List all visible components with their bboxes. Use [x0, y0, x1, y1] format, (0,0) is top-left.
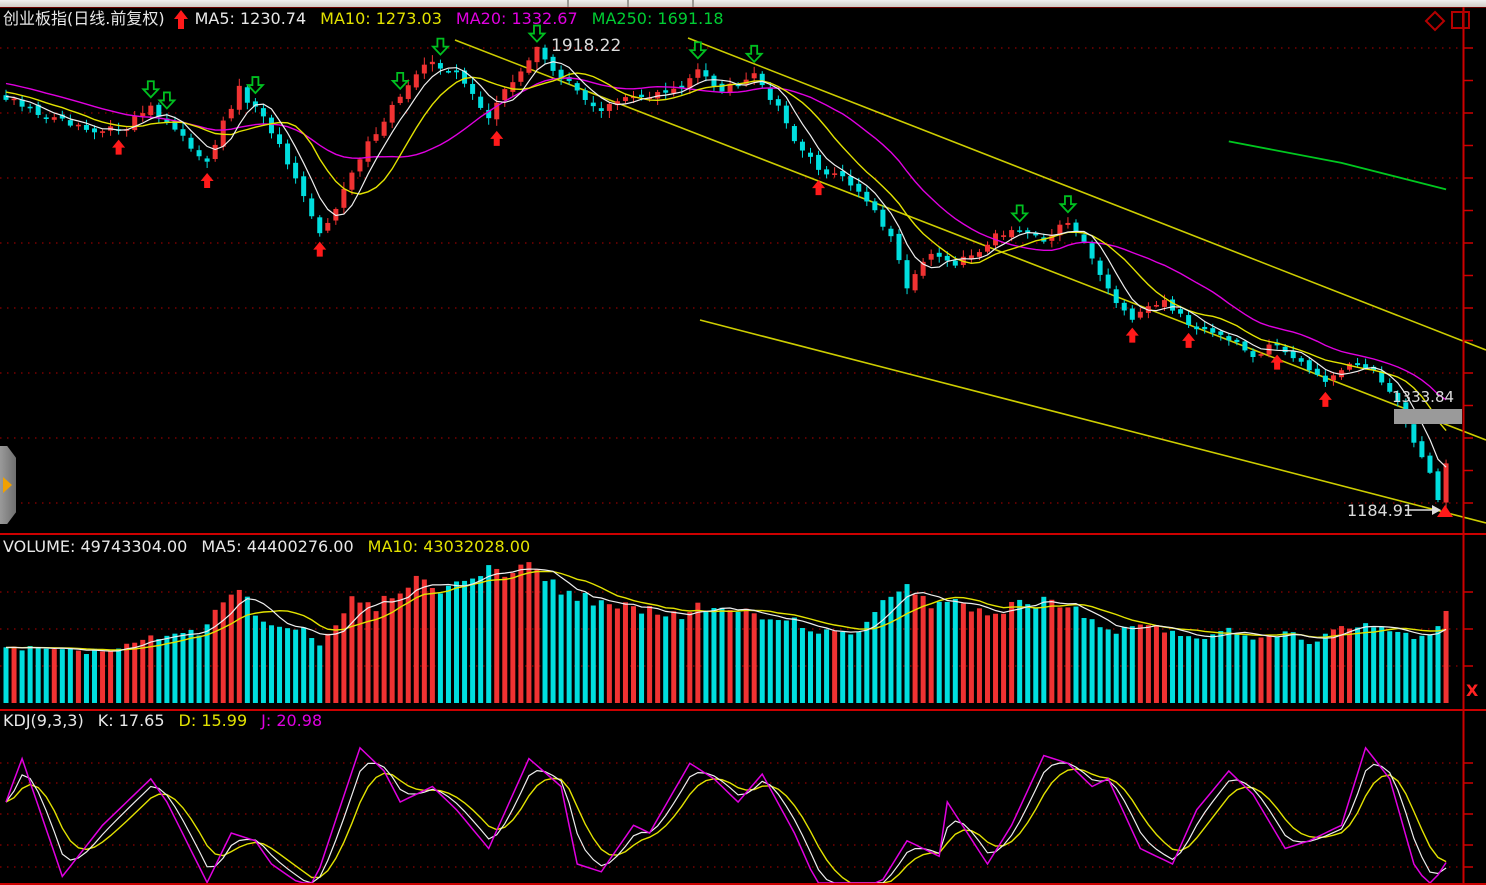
toolbar-strip-separator — [567, 0, 569, 7]
buy-signal-arrow — [313, 241, 327, 257]
kdj-j-label: J: 20.98 — [261, 711, 323, 730]
axes-and-borders — [0, 7, 1486, 885]
buy-signal-arrow — [1182, 332, 1196, 348]
kdj-params-label: KDJ(9,3,3) — [3, 711, 84, 730]
kdj-legend: KDJ(9,3,3) K: 17.65 D: 15.99 J: 20.98 — [3, 711, 336, 731]
sidebar-expand-tab[interactable] — [0, 446, 16, 524]
buy-signal-arrow — [200, 172, 214, 188]
signal-arrows — [112, 24, 1332, 407]
corner-x-label[interactable]: X — [1466, 681, 1479, 700]
ma20-legend: MA20: 1332.67 — [455, 9, 578, 28]
sell-signal-arrow — [527, 24, 547, 43]
price-tag-label: 1333.84 — [1392, 388, 1455, 406]
buy-signal-arrow — [1318, 391, 1332, 407]
kdj-series — [5, 746, 1447, 885]
volume-value-label: VOLUME: 49743304.00 — [3, 537, 188, 556]
sell-signal-arrow — [245, 76, 265, 95]
buy-signal-arrow — [490, 130, 504, 146]
volume-legend: VOLUME: 49743304.00 MA5: 44400276.00 MA1… — [3, 537, 544, 557]
sell-signal-arrow — [141, 80, 161, 99]
ma250-legend: MA250: 1691.18 — [591, 9, 724, 28]
trendlines[interactable] — [454, 37, 1486, 524]
sell-signal-arrow — [1058, 195, 1078, 214]
expand-arrow-icon — [3, 477, 12, 493]
buy-signal-arrow — [812, 180, 826, 196]
ma10-legend: MA10: 1273.03 — [320, 9, 442, 28]
moving-average-lines — [5, 61, 1447, 468]
sell-signal-arrow — [688, 41, 708, 60]
volume-ma5-label: MA5: 44400276.00 — [201, 537, 354, 556]
buy-signal-arrow — [1125, 327, 1139, 343]
trough-marker — [1437, 505, 1453, 517]
low-price-label: 1184.91 — [1347, 501, 1414, 520]
instrument-title: 创业板指(日线.前复权) — [3, 9, 165, 28]
volume-ma10-label: MA10: 43032028.00 — [367, 537, 531, 556]
main-chart-legend: 创业板指(日线.前复权) MA5: 1230.74 MA10: 1273.03 … — [3, 9, 738, 29]
split-window-icon[interactable] — [1450, 9, 1470, 29]
sell-signal-arrow — [390, 71, 410, 91]
kdj-d-label: D: 15.99 — [178, 711, 248, 730]
sell-signal-arrow — [1010, 204, 1030, 223]
sell-signal-arrow — [430, 37, 451, 56]
kdj-k-label: K: 17.65 — [97, 711, 165, 730]
buy-signal-arrow — [112, 139, 126, 155]
candlestick-series — [3, 44, 1449, 510]
trend-up-icon — [173, 9, 189, 29]
sell-signal-arrow — [744, 44, 764, 64]
toolbar-strip-separator — [627, 0, 629, 7]
price-tag-box — [1394, 409, 1462, 424]
sell-signal-arrow — [157, 91, 177, 110]
toolbar-strip-separator — [692, 0, 694, 7]
buy-signal-arrow — [1270, 354, 1284, 370]
ma5-legend: MA5: 1230.74 — [194, 9, 307, 28]
peak-price-label: 1918.22 — [551, 36, 622, 56]
gridlines — [0, 47, 1461, 868]
diamond-tool-icon[interactable] — [1424, 10, 1446, 32]
volume-series — [3, 562, 1449, 703]
annotation-graphics — [1405, 505, 1453, 517]
